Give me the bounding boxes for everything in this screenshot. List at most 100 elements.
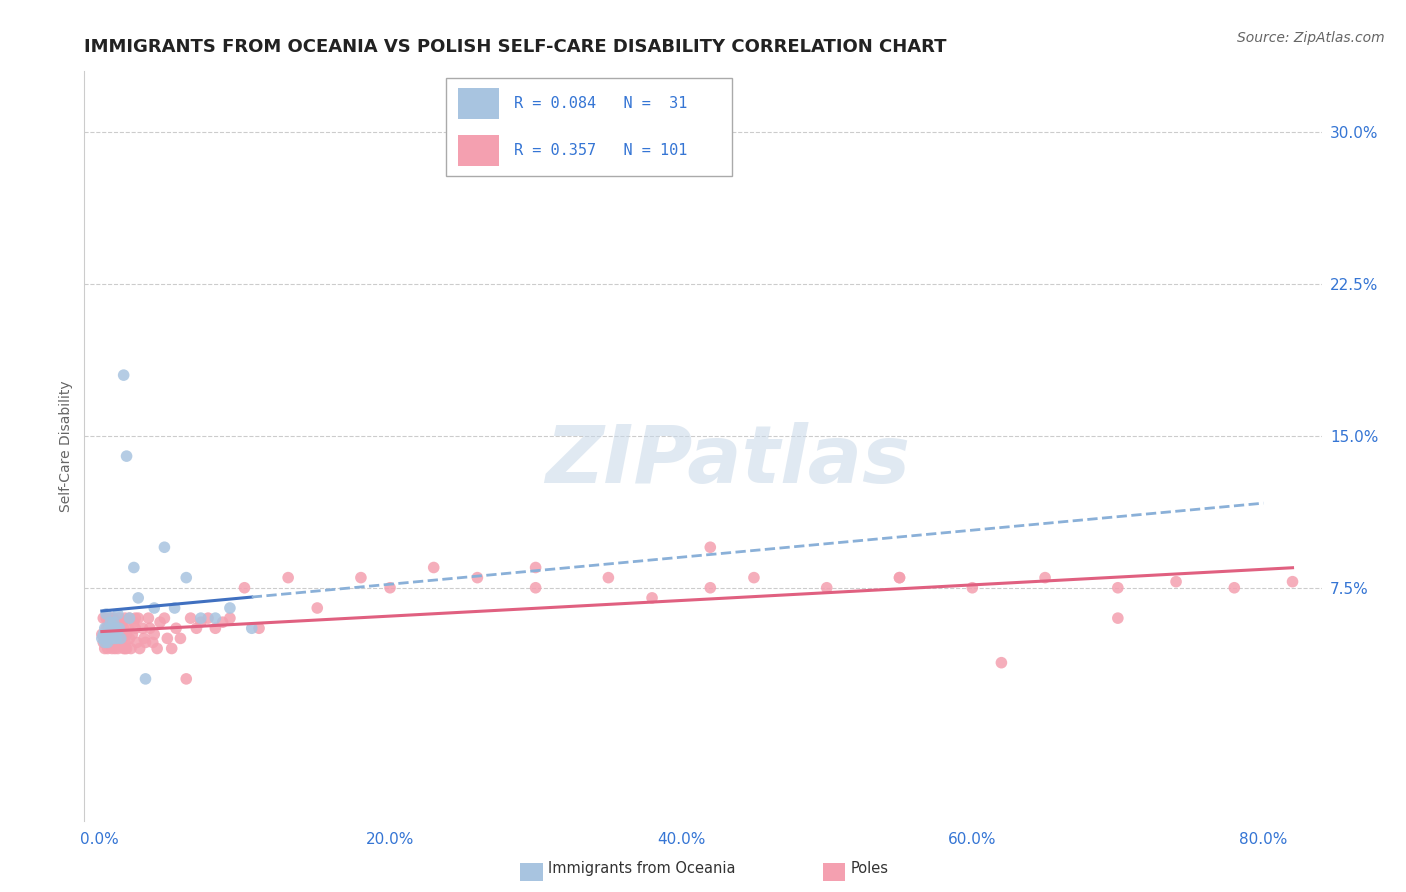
Point	[108, 621, 131, 635]
Point	[211, 615, 233, 630]
Point	[124, 611, 146, 625]
Point	[98, 632, 121, 646]
Point	[100, 611, 122, 625]
Point	[96, 632, 118, 646]
Point	[204, 611, 226, 625]
Point	[125, 635, 148, 649]
Point	[190, 611, 212, 625]
Point	[108, 611, 131, 625]
Point	[815, 581, 838, 595]
Point	[104, 641, 127, 656]
Point	[97, 635, 120, 649]
Point	[100, 635, 122, 649]
Point	[103, 635, 125, 649]
Point	[118, 611, 141, 625]
Point	[91, 611, 114, 625]
Point	[90, 627, 112, 641]
Point	[962, 581, 984, 595]
Point	[165, 621, 187, 635]
Point	[104, 621, 127, 635]
Point	[122, 615, 145, 630]
Point	[110, 635, 132, 649]
Point	[118, 611, 141, 625]
Point	[93, 621, 115, 635]
Point	[174, 672, 197, 686]
Text: ZIPatlas: ZIPatlas	[546, 422, 910, 500]
Point	[112, 368, 135, 383]
Point	[104, 627, 127, 641]
Point	[115, 627, 138, 641]
FancyBboxPatch shape	[823, 863, 845, 881]
Point	[160, 641, 183, 656]
Text: Source: ZipAtlas.com: Source: ZipAtlas.com	[1237, 31, 1385, 45]
Point	[307, 601, 329, 615]
Point	[91, 635, 114, 649]
Point	[115, 449, 138, 463]
Text: Immigrants from Oceania: Immigrants from Oceania	[548, 861, 735, 876]
Point	[101, 621, 124, 635]
Point	[117, 621, 139, 635]
Point	[134, 635, 156, 649]
Point	[240, 621, 263, 635]
Point	[204, 621, 226, 635]
Point	[156, 632, 179, 646]
Point	[114, 641, 136, 656]
Point	[139, 621, 162, 635]
FancyBboxPatch shape	[446, 78, 733, 177]
Point	[378, 581, 401, 595]
Point	[889, 571, 911, 585]
Point	[134, 672, 156, 686]
Point	[103, 615, 125, 630]
Point	[641, 591, 664, 605]
Point	[96, 611, 118, 625]
Point	[93, 635, 115, 649]
Point	[169, 632, 191, 646]
Point	[101, 627, 124, 641]
Point	[110, 621, 132, 635]
Point	[524, 560, 547, 574]
Point	[131, 621, 153, 635]
Point	[97, 621, 120, 635]
Point	[103, 611, 125, 625]
Point	[174, 571, 197, 585]
Point	[128, 641, 150, 656]
Point	[107, 607, 129, 621]
Point	[190, 615, 212, 630]
Point	[114, 611, 136, 625]
Point	[180, 611, 202, 625]
Point	[118, 632, 141, 646]
Point	[103, 632, 125, 646]
Point	[1107, 611, 1129, 625]
Point	[1281, 574, 1303, 589]
Point	[105, 615, 128, 630]
Point	[153, 611, 176, 625]
Point	[1107, 581, 1129, 595]
FancyBboxPatch shape	[458, 136, 499, 166]
Point	[121, 627, 143, 641]
Y-axis label: Self-Care Disability: Self-Care Disability	[59, 380, 73, 512]
Point	[219, 601, 242, 615]
Point	[103, 632, 125, 646]
FancyBboxPatch shape	[520, 863, 543, 881]
Point	[108, 627, 131, 641]
Point	[90, 632, 112, 646]
Text: IMMIGRANTS FROM OCEANIA VS POLISH SELF-CARE DISABILITY CORRELATION CHART: IMMIGRANTS FROM OCEANIA VS POLISH SELF-C…	[84, 38, 946, 56]
Point	[186, 621, 208, 635]
Point	[598, 571, 620, 585]
Point	[105, 632, 128, 646]
Point	[219, 611, 242, 625]
Point	[143, 627, 166, 641]
Point	[93, 632, 115, 646]
Point	[422, 560, 444, 574]
Text: R = 0.357   N = 101: R = 0.357 N = 101	[513, 144, 688, 158]
Point	[114, 635, 136, 649]
Point	[112, 641, 135, 656]
Point	[742, 571, 765, 585]
Point	[96, 621, 118, 635]
Point	[105, 632, 128, 646]
Point	[100, 615, 122, 630]
Point	[100, 621, 122, 635]
Point	[247, 621, 270, 635]
Point	[120, 641, 142, 656]
Point	[96, 607, 118, 621]
